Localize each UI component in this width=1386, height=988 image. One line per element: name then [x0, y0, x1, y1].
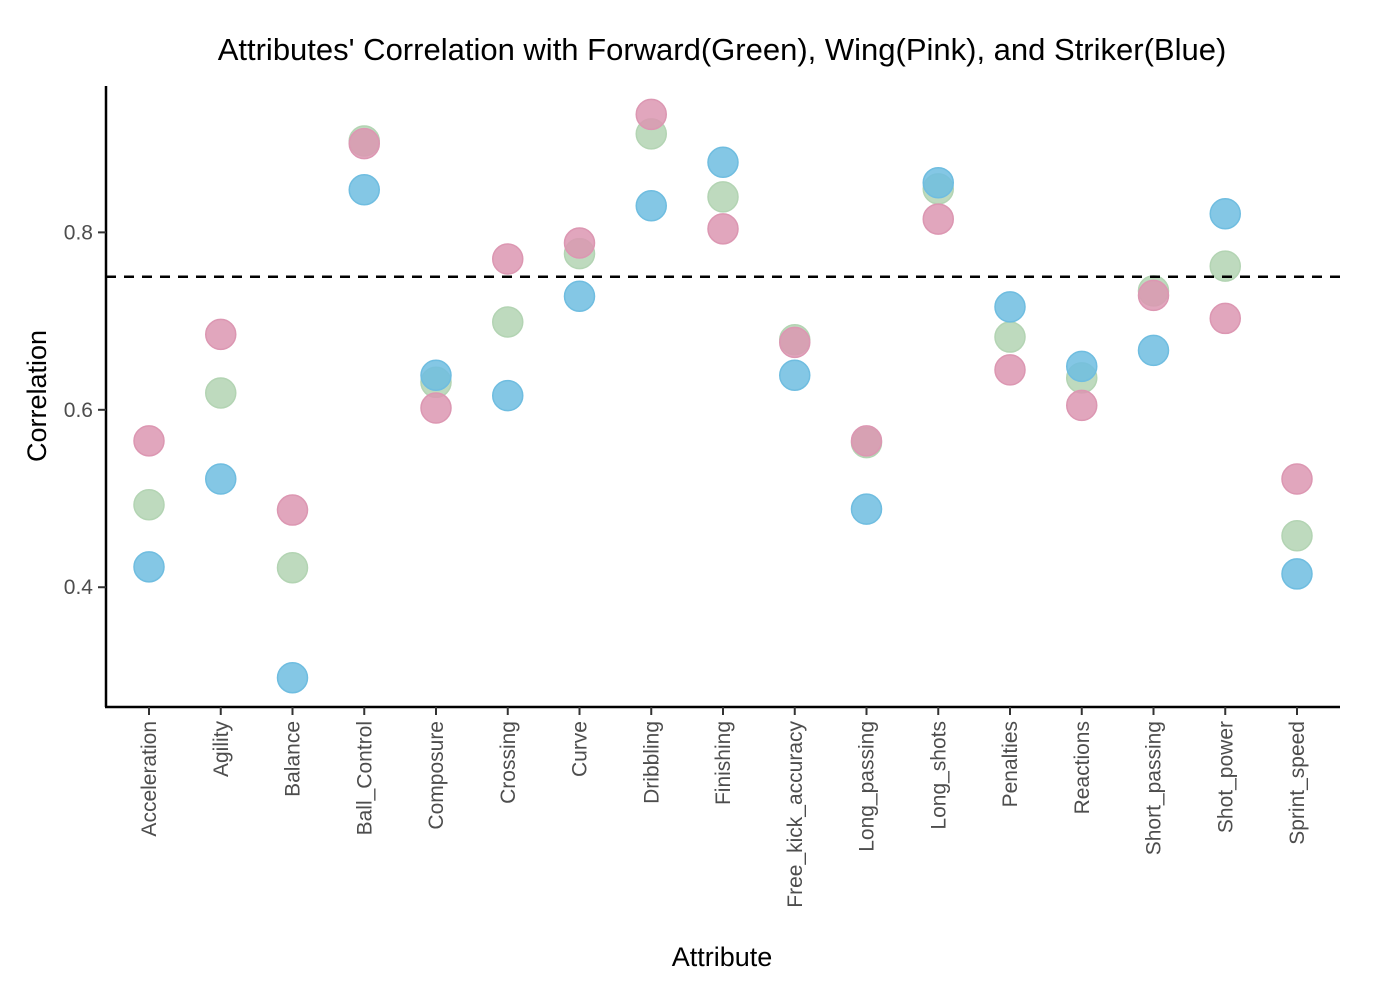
x-tick-label: Finishing [712, 721, 735, 805]
forward-point [707, 181, 739, 213]
x-tick-label: Short_passing [1143, 721, 1166, 855]
x-tick-label: Crossing [497, 721, 520, 804]
wing-point [1066, 389, 1098, 422]
y-tick-label: 0.8 [64, 221, 93, 244]
wing-point [779, 326, 811, 359]
striker-point [420, 359, 452, 391]
wing-point [1137, 279, 1170, 312]
striker-point [779, 359, 811, 391]
striker-point [1281, 558, 1313, 590]
striker-point [850, 493, 883, 525]
x-tick-label: Free_kick_accuracy [784, 721, 807, 908]
wing-point [348, 127, 380, 160]
striker-point [492, 379, 524, 412]
chart-title: Attributes' Correlation with Forward(Gre… [218, 32, 1227, 67]
x-axis-title: Attribute [672, 942, 773, 972]
striker-point [276, 661, 309, 694]
x-tick-label: Acceleration [138, 721, 161, 837]
data-points [133, 98, 1313, 694]
striker-point [922, 166, 954, 199]
forward-point [276, 551, 309, 584]
wing-point [1281, 463, 1313, 495]
striker-point [707, 146, 739, 179]
striker-point [133, 551, 165, 583]
x-tick-label: Long_shots [927, 721, 950, 830]
wing-point [563, 227, 596, 259]
forward-point [492, 306, 524, 338]
x-axis-ticks: Acceleration Agility Balance Ball_Control Co… [138, 707, 1309, 908]
x-tick-label: Curve [569, 721, 592, 777]
y-tick-label: 0.6 [64, 399, 93, 422]
wing-point [205, 318, 237, 351]
x-tick-label: Shot_power [1214, 721, 1237, 833]
forward-point [994, 321, 1026, 353]
striker-point [1209, 197, 1241, 230]
x-tick-label: Ball_Control [353, 721, 376, 835]
wing-point [133, 425, 165, 457]
forward-point [1209, 250, 1241, 282]
x-tick-label: Composure [425, 721, 448, 830]
wing-point [994, 354, 1026, 386]
x-tick-label: Dribbling [640, 721, 663, 804]
wing-point [492, 243, 524, 275]
wing-point [276, 494, 309, 526]
striker-point [348, 174, 380, 206]
forward-point [1281, 520, 1313, 552]
striker-point [1066, 350, 1098, 383]
wing-point [922, 203, 954, 235]
x-tick-label: Penalties [999, 721, 1022, 807]
striker-point [635, 190, 667, 222]
wing-point [707, 213, 739, 245]
forward-point [205, 377, 237, 409]
wing-point [420, 392, 452, 424]
striker-point [563, 280, 596, 313]
y-tick-label: 0.4 [64, 576, 94, 599]
y-axis-title: Correlation [22, 330, 52, 462]
x-tick-label: Long_passing [856, 721, 879, 852]
wing-point [1209, 302, 1241, 335]
x-tick-label: Sprint_speed [1286, 721, 1309, 845]
striker-point [205, 463, 237, 495]
x-tick-label: Balance [282, 721, 305, 797]
wing-point [635, 98, 667, 131]
striker-point [1137, 334, 1170, 367]
forward-point [133, 488, 165, 521]
striker-point [994, 291, 1026, 323]
x-tick-label: Agility [210, 721, 233, 778]
y-axis-ticks: 0.4 0.6 0.8 [64, 221, 106, 599]
wing-point [850, 425, 883, 457]
x-tick-label: Reactions [1071, 721, 1094, 814]
